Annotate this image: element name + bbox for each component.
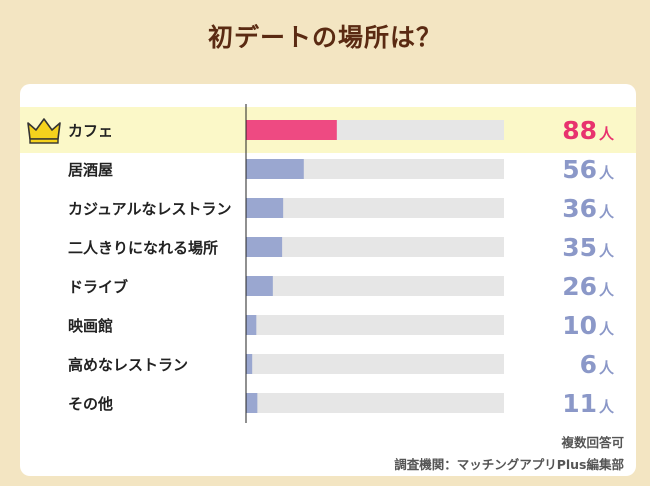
bar [246,159,304,179]
unit-label: 人 [599,281,615,299]
value-label: 26 [562,272,597,301]
multiple-answers-note: 複数回答可 [561,435,624,450]
bar-track [246,393,504,413]
unit-label: 人 [599,320,615,338]
bar-track [246,198,504,218]
bar [246,315,257,335]
bar-track [246,354,504,374]
crown-icon [27,118,61,144]
bar [246,354,253,374]
unit-label: 人 [599,164,615,182]
bar-track [246,159,504,179]
bar [246,198,284,218]
value-label: 88 [562,116,597,145]
category-label: カフェ [68,122,113,140]
bar [246,276,273,296]
category-label: 二人きりになれる場所 [68,239,218,257]
category-label: 映画館 [68,317,113,335]
source-note: 調査機関：マッチングアプリPlus編集部 [394,457,624,472]
category-label: ドライブ [68,278,128,296]
unit-label: 人 [599,398,615,416]
unit-label: 人 [599,359,615,377]
chart-panel: カフェ 88 人居酒屋 56 人カジュアルなレストラン 36 人二人きりになれる場所 35 人ド… [20,84,636,476]
bar [246,237,283,257]
bar [246,393,258,413]
unit-label: 人 [599,203,615,221]
bar-track [246,315,504,335]
bar-track [246,237,504,257]
category-label: その他 [68,395,113,413]
unit-label: 人 [599,125,615,143]
category-label: 高めなレストラン [68,356,188,374]
chart-title: 初デートの場所は？ [207,23,442,52]
value-label: 11 [562,389,597,418]
bar [246,120,337,140]
unit-label: 人 [599,242,615,260]
value-label: 6 [580,350,597,379]
category-label: カジュアルなレストラン [68,200,232,218]
bar-track [246,276,504,296]
value-label: 56 [562,155,597,184]
value-label: 36 [562,194,597,223]
category-label: 居酒屋 [68,161,113,179]
value-label: 10 [562,311,597,340]
value-label: 35 [562,233,597,262]
